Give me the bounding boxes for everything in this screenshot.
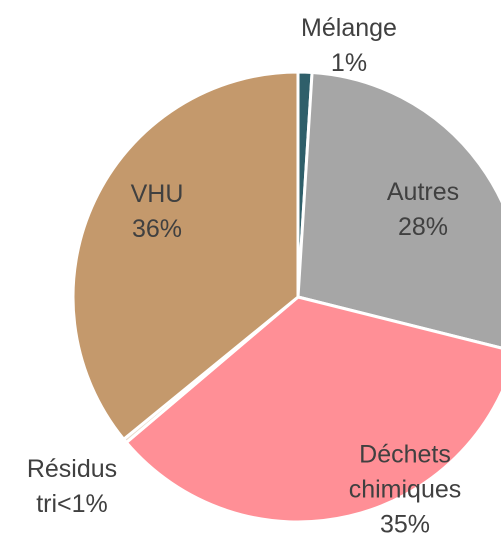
value-label: 36% (131, 215, 183, 243)
pie-slice (296, 70, 501, 350)
slice-label: Déchets chimiques 35% (335, 438, 475, 536)
value-label: 35% (379, 510, 431, 536)
category-name: Résidus tri (26, 455, 118, 518)
slice-label: Résidus tri<1% (12, 452, 132, 522)
value-label: 1% (330, 49, 368, 77)
category-name: Mélange (301, 14, 397, 42)
category-name: Autres (386, 178, 460, 206)
slice-label: VHU 36% (107, 177, 207, 247)
value-label: <1% (57, 490, 108, 518)
slice-label: Autres 28% (363, 175, 483, 245)
pie-slice (124, 295, 501, 524)
category-name: VHU (130, 180, 184, 208)
pie-slice (71, 70, 300, 441)
slice-label: Mélange 1% (279, 11, 419, 81)
value-label: 28% (397, 213, 449, 241)
category-name: Déchets chimiques (348, 440, 462, 504)
